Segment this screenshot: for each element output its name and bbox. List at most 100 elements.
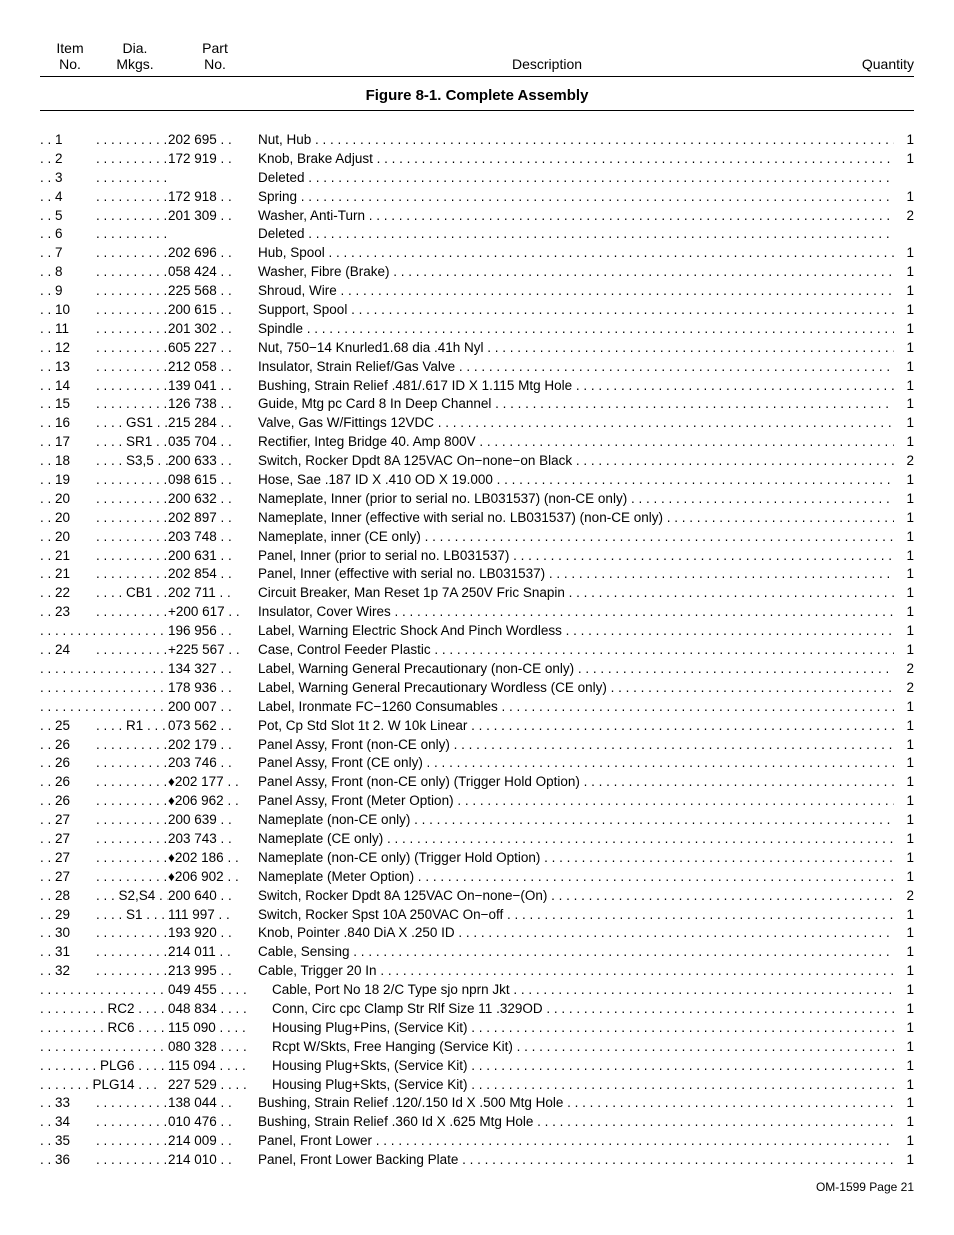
description: Panel Assy, Front (non-CE only) . . . . … xyxy=(258,736,894,755)
description: Panel Assy, Front (Meter Option) . . . .… xyxy=(258,792,894,811)
item-no: . . 27 xyxy=(40,811,96,830)
item-no: . . 27 xyxy=(40,868,96,887)
description: Panel Assy, Front (CE only) . . . . . . … xyxy=(258,754,894,773)
quantity: 1 xyxy=(894,1094,914,1113)
quantity: 1 xyxy=(894,622,914,641)
dia-mkgs: . . . . . . . . . . . . . xyxy=(96,962,168,981)
part-row: . . 32. . . . . . . . . . . . .213 995 .… xyxy=(40,962,914,981)
item-no: . . 17 xyxy=(40,433,96,452)
part-row: . . 6. . . . . . . . . . . . . . . . . .… xyxy=(40,225,914,244)
part-no: 227 529 . . . . xyxy=(168,1076,272,1095)
part-row: . . 4. . . . . . . . . . . . .172 918 . … xyxy=(40,188,914,207)
dia-mkgs: . . . . . . . . . . . . . xyxy=(96,509,168,528)
dia-mkgs: . . . . . . . . . . . . . xyxy=(96,811,168,830)
dia-mkgs: . . . S2,S4 . . . xyxy=(96,887,168,906)
description: Rcpt W/Skts, Free Hanging (Service Kit) … xyxy=(272,1038,894,1057)
item-no: . . . . . . . . . RC6 . . . . . xyxy=(40,1019,168,1038)
quantity: 1 xyxy=(894,339,914,358)
dia-mkgs: . . . . . . . . . . . . . xyxy=(96,830,168,849)
quantity: 2 xyxy=(894,660,914,679)
item-no: . . 31 xyxy=(40,943,96,962)
part-row: . . 14. . . . . . . . . . . . .139 041 .… xyxy=(40,377,914,396)
part-row: . . . . . . . . . . . . . . . . . . . . … xyxy=(40,622,914,641)
header-dia-mkgs: Dia.Mkgs. xyxy=(100,40,170,72)
item-no: . . 6 xyxy=(40,225,96,244)
item-no: . . 28 xyxy=(40,887,96,906)
part-no: 111 997 . . xyxy=(168,906,258,925)
item-no: . . 20 xyxy=(40,490,96,509)
part-row: . . 20. . . . . . . . . . . . .203 748 .… xyxy=(40,528,914,547)
description: Deleted . . . . . . . . . . . . . . . . … xyxy=(258,169,894,188)
part-no: ♦206 962 . . xyxy=(168,792,258,811)
quantity: 2 xyxy=(894,679,914,698)
item-no: . . 3 xyxy=(40,169,96,188)
quantity: 1 xyxy=(894,717,914,736)
quantity xyxy=(894,225,914,244)
quantity: 1 xyxy=(894,150,914,169)
description: Deleted . . . . . . . . . . . . . . . . … xyxy=(258,225,894,244)
dia-mkgs: . . . . S3,5 . . . . xyxy=(96,452,168,471)
part-row: . . 20. . . . . . . . . . . . .202 897 .… xyxy=(40,509,914,528)
item-no: . . 19 xyxy=(40,471,96,490)
dia-mkgs: . . . . . . . . . . . . xyxy=(96,603,168,622)
description: Spindle . . . . . . . . . . . . . . . . … xyxy=(258,320,894,339)
part-row: . . 1. . . . . . . . . . . . .202 695 . … xyxy=(40,131,914,150)
quantity: 1 xyxy=(894,547,914,566)
dia-mkgs: . . . . . . . . . . . . xyxy=(96,849,168,868)
part-row: . . 27. . . . . . . . . . . . .200 639 .… xyxy=(40,811,914,830)
part-row: . . 36. . . . . . . . . . . . .214 010 .… xyxy=(40,1151,914,1170)
part-row: . . . . . . . . . RC6 . . . . .115 090 .… xyxy=(40,1019,914,1038)
item-no: . . 33 xyxy=(40,1094,96,1113)
description: Switch, Rocker Dpdt 8A 125VAC On−none−on… xyxy=(258,452,894,471)
quantity: 1 xyxy=(894,943,914,962)
dia-mkgs: . . . . . . . . . . . . . xyxy=(96,471,168,490)
dia-mkgs: . . . . . . . . . . . . . . . . . . . . … xyxy=(96,169,168,188)
dia-mkgs: . . . . . . . . . . . . . xyxy=(96,547,168,566)
item-no: . . 25 xyxy=(40,717,96,736)
quantity: 1 xyxy=(894,1057,914,1076)
item-no: . . 14 xyxy=(40,377,96,396)
part-no: ♦206 902 . . xyxy=(168,868,258,887)
part-no: 058 424 . . xyxy=(168,263,258,282)
dia-mkgs: . . . . . . . . . . . . xyxy=(96,641,168,660)
quantity xyxy=(894,169,914,188)
part-row: . . . . . . . . . RC2 . . . .048 834 . .… xyxy=(40,1000,914,1019)
part-row: . . 35. . . . . . . . . . . . .214 009 .… xyxy=(40,1132,914,1151)
item-no: . . 26 xyxy=(40,792,96,811)
dia-mkgs: . . . . . . . . . . . . xyxy=(96,320,168,339)
dia-mkgs: . . . . . . . . . . . . . xyxy=(96,244,168,263)
part-row: . . . . . . . . . . . . . . . . . . . . … xyxy=(40,660,914,679)
item-no: . . 13 xyxy=(40,358,96,377)
part-no: 212 058 . . xyxy=(168,358,258,377)
description: Housing Plug+Skts, (Service Kit) . . . .… xyxy=(272,1076,894,1095)
part-row: . . . . . . . . . . . . . . . . . . . . … xyxy=(40,679,914,698)
dia-mkgs: . . . . R1 . . . . . xyxy=(96,717,168,736)
description: Housing Plug+Skts, (Service Kit) . . . .… xyxy=(272,1057,894,1076)
quantity: 1 xyxy=(894,377,914,396)
part-no: 200 615 . . xyxy=(168,301,258,320)
item-no: . . 5 xyxy=(40,207,96,226)
description: Label, Warning General Precautionary (no… xyxy=(258,660,894,679)
part-no xyxy=(168,169,258,188)
quantity: 1 xyxy=(894,981,914,1000)
dia-mkgs: . . . . . . . . . . . . xyxy=(96,792,168,811)
part-no: 214 011 . . xyxy=(168,943,258,962)
part-no: 098 615 . . xyxy=(168,471,258,490)
quantity: 1 xyxy=(894,736,914,755)
part-row: . . 26. . . . . . . . . . . .♦206 962 . … xyxy=(40,792,914,811)
part-no: 200 631 . . xyxy=(168,547,258,566)
part-no: 073 562 . . xyxy=(168,717,258,736)
part-no: 213 995 . . xyxy=(168,962,258,981)
item-no: . . 21 xyxy=(40,547,96,566)
quantity: 1 xyxy=(894,584,914,603)
quantity: 1 xyxy=(894,244,914,263)
quantity: 2 xyxy=(894,887,914,906)
quantity: 1 xyxy=(894,490,914,509)
quantity: 1 xyxy=(894,301,914,320)
part-row: . . . . . . . . . . . . . . . . . . . . … xyxy=(40,698,914,717)
description: Valve, Gas W/Fittings 12VDC . . . . . . … xyxy=(258,414,894,433)
part-row: . . 26. . . . . . . . . . . .♦202 177 . … xyxy=(40,773,914,792)
quantity: 1 xyxy=(894,1132,914,1151)
description: Hose, Sae .187 ID X .410 OD X 19.000 . .… xyxy=(258,471,894,490)
part-row: . . 18. . . . S3,5 . . . .200 633 . .Swi… xyxy=(40,452,914,471)
